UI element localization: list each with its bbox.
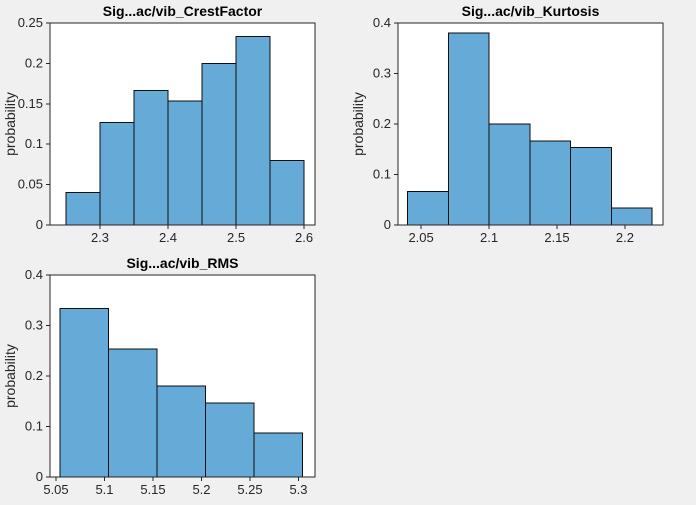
x-tick-label: 2.2	[616, 230, 634, 245]
y-axis-label-rms: probability	[2, 344, 18, 408]
chart-title-rms: Sig...ac/vib_RMS	[126, 255, 239, 271]
y-tick-label: 0.4	[25, 267, 43, 282]
histogram-bar	[529, 140, 572, 226]
histogram-bar	[610, 207, 653, 226]
x-tick-label: 2.15	[544, 230, 569, 245]
histogram-bar	[99, 122, 135, 226]
histogram-bar	[133, 89, 169, 226]
y-tick-label: 0.3	[25, 318, 43, 333]
y-tick-label: 0.05	[18, 177, 43, 192]
histogram-bar	[156, 385, 206, 478]
histogram-bar	[201, 62, 237, 226]
x-tick-label: 2.4	[159, 230, 177, 245]
y-tick-label: 0.3	[373, 66, 391, 81]
histogram-vib-rms: 5.05 5.1 5.15 5.2 5.25 5.3 0 0.1 0.2 0.3 0.4 Sig..…	[0, 252, 348, 504]
y-tick-label: 0.2	[25, 368, 43, 383]
histogram-bar	[407, 190, 449, 226]
x-tick-label: 2.1	[480, 230, 498, 245]
y-tick-label: 0.2	[25, 55, 43, 70]
kurtosis-plot-area: 2.05 2.1 2.15 2.2 0 0.1 0.2 0.3 0.4	[373, 15, 664, 245]
y-tick-label: 0	[36, 469, 43, 484]
histogram-vib-kurtosis: 2.05 2.1 2.15 2.2 0 0.1 0.2 0.3 0.4 Sig...ac/vib…	[348, 0, 696, 252]
crestfactor-plot-area: 2.3 2.4 2.5 2.6 0 0.05 0.1 0.15 0.2 0.25	[18, 15, 316, 245]
histogram-bar	[59, 308, 109, 478]
histogram-bar	[235, 36, 271, 226]
y-tick-label: 0.1	[25, 419, 43, 434]
axes-box	[49, 22, 316, 226]
x-tick-label: 5.3	[289, 482, 307, 497]
histogram-bar	[253, 432, 303, 478]
rms-plot-area: 5.05 5.1 5.15 5.2 5.25 5.3 0 0.1 0.2 0.3 0.4	[25, 267, 316, 497]
x-tick-label: 5.25	[237, 482, 262, 497]
histogram-bar	[107, 348, 158, 478]
y-tick-label: 0	[384, 217, 391, 232]
y-tick-label: 0.4	[373, 15, 391, 30]
x-tick-label: 2.3	[91, 230, 109, 245]
x-tick-label: 2.05	[408, 230, 433, 245]
histogram-bar	[570, 147, 612, 226]
x-tick-label: 5.1	[95, 482, 113, 497]
histogram-bar	[269, 159, 305, 226]
y-tick-label: 0.15	[18, 96, 43, 111]
y-tick-label: 0.2	[373, 116, 391, 131]
y-axis-label-crestfactor: probability	[2, 92, 18, 156]
chart-title-kurtosis: Sig...ac/vib_Kurtosis	[461, 3, 600, 19]
y-tick-label: 0.1	[25, 136, 43, 151]
chart-title-crestfactor: Sig...ac/vib_CrestFactor	[102, 3, 263, 19]
x-tick-label: 2.5	[227, 230, 245, 245]
histogram-bar	[65, 192, 101, 226]
x-tick-label: 5.15	[140, 482, 165, 497]
y-tick-label: 0	[36, 217, 43, 232]
histogram-vib-crestfactor: 2.3 2.4 2.5 2.6 0 0.05 0.1 0.15 0.2 0.25 Sig...ac…	[0, 0, 348, 252]
x-tick-label: 2.6	[295, 230, 313, 245]
histogram-bar	[488, 123, 531, 226]
y-tick-label: 0.25	[18, 15, 43, 30]
y-axis-label-kurtosis: probability	[350, 92, 366, 156]
x-tick-label: 5.05	[43, 482, 68, 497]
histogram-bar	[447, 32, 490, 226]
y-tick-label: 0.1	[373, 167, 391, 182]
histogram-bar	[204, 402, 255, 478]
x-tick-label: 5.2	[192, 482, 210, 497]
histogram-bar	[167, 100, 203, 226]
